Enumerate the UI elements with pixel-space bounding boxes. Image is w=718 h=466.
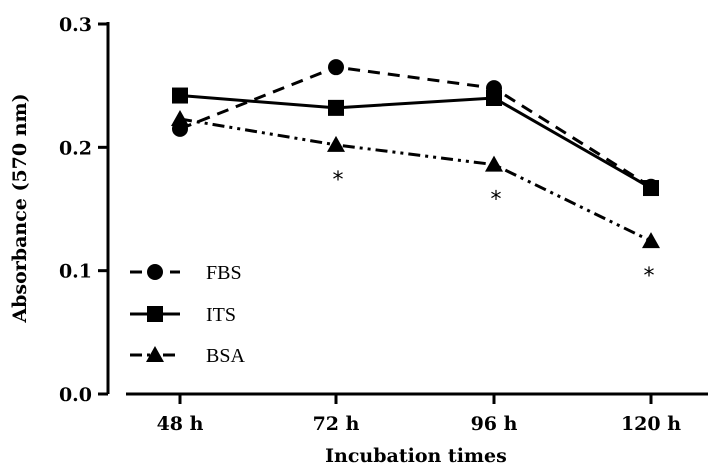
annotations: * * * — [333, 168, 655, 289]
legend-marker-bsa — [146, 346, 164, 362]
x-tick-label: 72 h — [313, 413, 360, 435]
data-point-bsa — [485, 155, 503, 172]
x-tick-label: 96 h — [471, 413, 518, 435]
data-point-bsa — [642, 232, 660, 249]
y-tick-label: 0.2 — [59, 137, 92, 159]
y-ticks: 0.0 0.1 0.2 0.3 — [59, 14, 108, 406]
data-point-fbs — [328, 59, 344, 76]
legend: FBS ITS BSA — [130, 262, 245, 367]
data-point-its — [643, 180, 659, 197]
y-tick-label: 0.3 — [59, 14, 92, 36]
legend-label-fbs: FBS — [206, 262, 242, 284]
y-axis-title: Absorbance (570 nm) — [9, 93, 31, 323]
series-line-fbs — [179, 65, 652, 189]
data-point-its — [486, 90, 502, 106]
legend-label-its: ITS — [206, 304, 236, 326]
x-tick-label: 120 h — [621, 413, 681, 435]
legend-label-bsa: BSA — [206, 345, 245, 367]
data-point-its — [172, 87, 188, 104]
x-tick-label: 48 h — [157, 413, 204, 435]
legend-marker-its — [147, 306, 163, 322]
x-ticks: 48 h 72 h 96 h 120 h — [157, 394, 681, 435]
significance-marker: * — [644, 264, 655, 289]
series-line-its — [179, 94, 652, 190]
y-tick-label: 0.1 — [59, 261, 92, 283]
y-tick-label: 0.0 — [59, 384, 92, 406]
significance-marker: * — [491, 188, 502, 213]
series-lines — [179, 65, 652, 243]
data-point-bsa — [171, 109, 189, 126]
series-line-bsa — [179, 117, 652, 243]
data-point-its — [328, 99, 344, 116]
x-axis-title: Incubation times — [325, 445, 507, 466]
series-markers — [171, 59, 660, 249]
axes — [106, 22, 708, 396]
data-point-bsa — [327, 135, 345, 152]
significance-marker: * — [333, 168, 344, 193]
legend-marker-fbs — [147, 264, 163, 280]
